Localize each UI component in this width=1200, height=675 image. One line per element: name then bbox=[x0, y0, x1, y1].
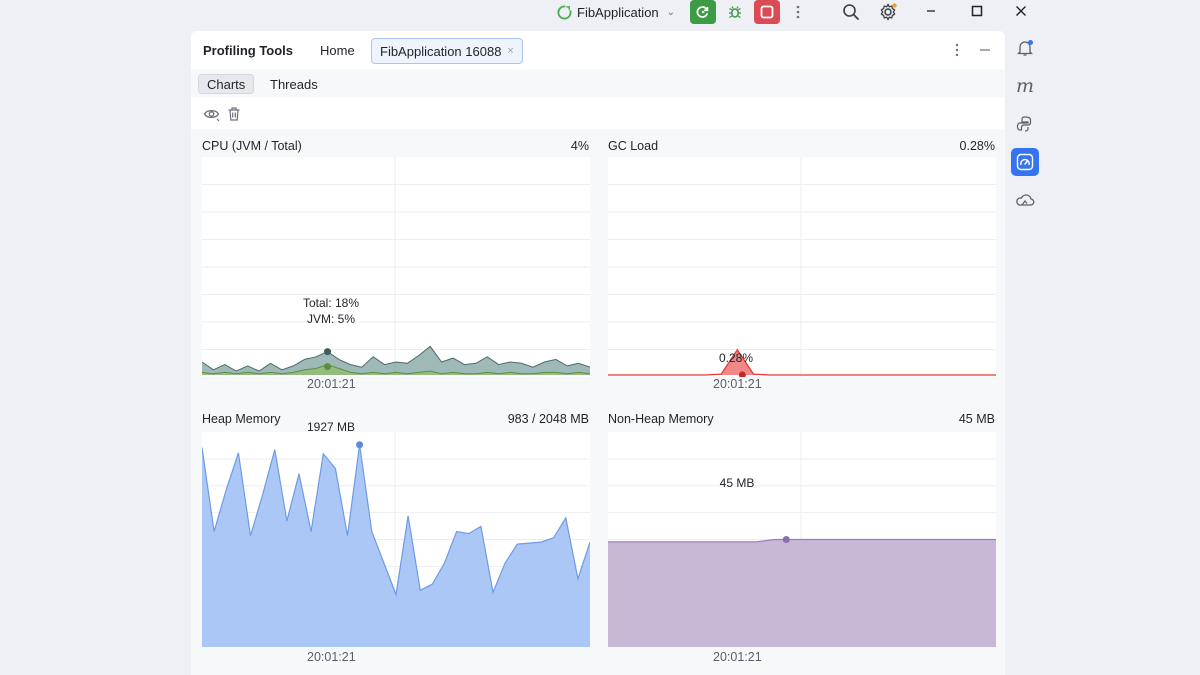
gc-chart-title: GC Load bbox=[608, 139, 659, 153]
more-icon bbox=[796, 5, 800, 19]
heap-marker-label: 1927 MB bbox=[306, 420, 356, 434]
gc-chart-value: 0.28% bbox=[959, 139, 995, 153]
minimize-icon bbox=[980, 49, 990, 51]
subtab-threads[interactable]: Threads bbox=[270, 76, 318, 92]
nonheap-chart-title: Non-Heap Memory bbox=[608, 412, 714, 426]
gc-line bbox=[608, 348, 996, 376]
close-tab-icon[interactable]: × bbox=[507, 45, 514, 57]
tab-label: FibApplication 16088 bbox=[380, 43, 502, 59]
run-config-label: FibApplication bbox=[577, 4, 659, 20]
tool-window-title: Profiling Tools bbox=[203, 43, 294, 58]
rerun-icon bbox=[696, 6, 709, 18]
cloud-button[interactable] bbox=[1011, 186, 1039, 214]
gc-chart[interactable] bbox=[608, 157, 996, 377]
cpu-chart-title: CPU (JVM / Total) bbox=[202, 139, 302, 153]
charts-area: CPU (JVM / Total) 4% Total: 18% JVM: 5% … bbox=[191, 129, 1005, 675]
maximize-button[interactable] bbox=[964, 0, 990, 22]
title-bar: FibApplication ⌄ bbox=[0, 0, 1200, 26]
search-icon bbox=[843, 4, 859, 20]
maximize-icon bbox=[971, 5, 983, 17]
python-console-button[interactable] bbox=[1011, 110, 1039, 138]
cpu-jvm-marker-label: JVM: 5% bbox=[306, 312, 355, 326]
profiler-button[interactable] bbox=[1011, 148, 1039, 176]
chevron-down-icon: ⌄ bbox=[666, 6, 676, 18]
tab-home[interactable]: Home bbox=[320, 43, 355, 58]
heap-time-label: 20:01:21 bbox=[307, 650, 356, 664]
trash-icon[interactable] bbox=[227, 106, 241, 122]
cpu-chart-value: 4% bbox=[570, 139, 589, 153]
cpu-total-marker bbox=[324, 348, 332, 356]
gc-time-label: 20:01:21 bbox=[713, 377, 762, 391]
cpu-time-label: 20:01:21 bbox=[307, 377, 356, 391]
gauge-icon bbox=[1016, 153, 1034, 171]
panel-options-button[interactable] bbox=[955, 43, 959, 60]
stop-icon bbox=[760, 5, 774, 19]
hide-panel-button[interactable] bbox=[979, 43, 991, 60]
eye-icon[interactable] bbox=[203, 106, 221, 122]
profiling-tools-panel: Profiling Tools Home FibApplication 1608… bbox=[191, 31, 1005, 675]
settings-icon bbox=[880, 3, 897, 21]
cpu-total-area bbox=[202, 346, 590, 375]
search-button[interactable] bbox=[838, 0, 864, 24]
more-icon bbox=[955, 43, 959, 57]
spring-boot-icon bbox=[557, 4, 572, 19]
nonheap-marker-label: 45 MB bbox=[719, 476, 755, 490]
subtab-charts[interactable]: Charts bbox=[198, 74, 255, 94]
nonheap-chart[interactable] bbox=[608, 432, 996, 647]
cpu-jvm-line bbox=[202, 364, 590, 375]
minimize-button[interactable] bbox=[918, 0, 944, 22]
nonheap-time-label: 20:01:21 bbox=[713, 650, 762, 664]
tab-fibapplication[interactable]: FibApplication 16088 × bbox=[371, 38, 523, 64]
cpu-total-marker-label: Total: 18% bbox=[302, 296, 360, 310]
minimize-icon bbox=[927, 10, 935, 12]
debug-icon bbox=[729, 6, 741, 19]
heap-area bbox=[202, 444, 590, 647]
notifications-button[interactable] bbox=[1011, 34, 1039, 62]
heap-chart[interactable] bbox=[202, 432, 590, 647]
heap-chart-value: 983 / 2048 MB bbox=[507, 412, 589, 426]
cpu-chart[interactable] bbox=[202, 157, 590, 377]
cpu-jvm-area bbox=[202, 364, 590, 375]
nonheap-marker bbox=[782, 536, 790, 543]
more-actions-button[interactable] bbox=[787, 0, 809, 24]
close-window-button[interactable] bbox=[1008, 0, 1034, 22]
settings-button[interactable] bbox=[875, 0, 901, 24]
debug-button[interactable] bbox=[722, 0, 748, 24]
gc-marker bbox=[738, 371, 746, 377]
maven-button[interactable]: m bbox=[1011, 72, 1039, 100]
heap-marker bbox=[356, 441, 364, 449]
tool-window-header: Profiling Tools Home FibApplication 1608… bbox=[191, 37, 1005, 65]
cpu-jvm-marker bbox=[324, 363, 332, 371]
nonheap-chart-value: 45 MB bbox=[958, 412, 995, 426]
nonheap-area bbox=[608, 539, 996, 647]
cpu-total-line bbox=[202, 345, 590, 372]
subtab-bar: Charts Threads bbox=[191, 69, 1005, 97]
gc-marker-label: 0.28% bbox=[718, 351, 754, 365]
stop-button[interactable] bbox=[754, 0, 780, 24]
chart-toolbar bbox=[203, 105, 241, 123]
python-icon bbox=[1016, 116, 1032, 132]
rerun-button[interactable] bbox=[690, 0, 716, 24]
heap-line bbox=[202, 444, 590, 597]
close-icon bbox=[1016, 6, 1026, 16]
nonheap-line bbox=[608, 538, 996, 543]
heap-chart-title: Heap Memory bbox=[202, 412, 281, 426]
bell-icon bbox=[1016, 40, 1034, 56]
cloud-icon bbox=[1016, 194, 1035, 206]
maven-icon: m bbox=[1015, 75, 1035, 97]
run-config-selector[interactable]: FibApplication ⌄ bbox=[557, 2, 675, 22]
